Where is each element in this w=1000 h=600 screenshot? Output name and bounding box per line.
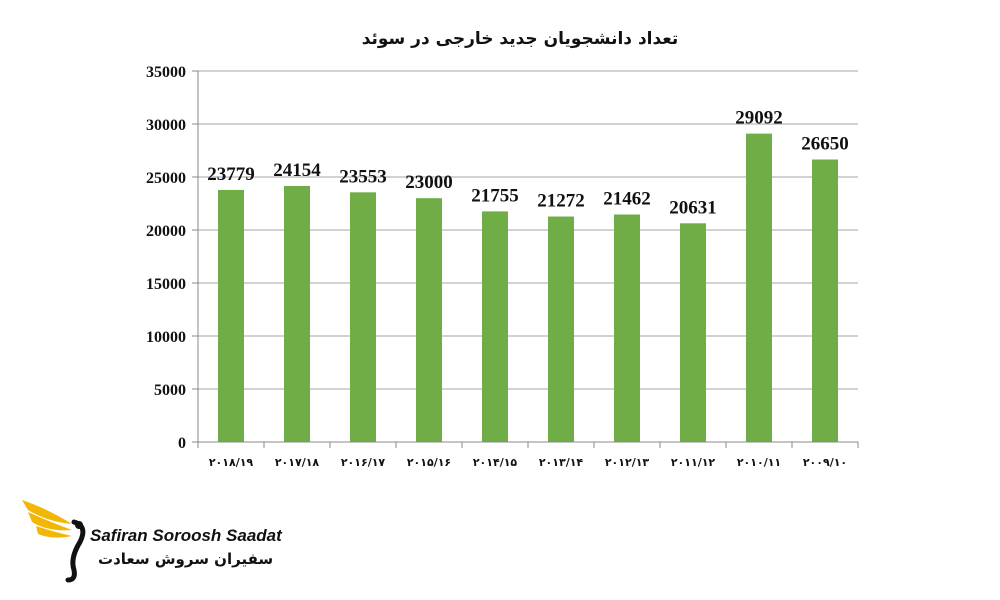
data-label: 29092 [735,108,783,129]
x-tick-label: ۲۰۱۱/۱۲ [671,456,716,469]
bar [284,185,310,443]
logo-name-fa: سفیران سروش سعادت [98,550,274,568]
data-label: 21462 [603,189,651,210]
bar [548,216,574,442]
data-label: 23779 [207,164,255,185]
data-label: 21755 [471,185,519,206]
bar [614,214,640,442]
chart-title: تعداد دانشجویان جدید خارجی در سوئد [362,29,679,49]
data-label: 20631 [669,197,717,218]
x-tick-label: ۲۰۱۲/۱۳ [605,456,650,469]
bar [350,192,376,442]
y-tick-label: 25000 [146,170,186,187]
data-label: 23000 [405,172,453,193]
data-label: 23553 [339,166,387,187]
data-labels: 23779 24154 23553 23000 21755 21272 21462 20631… [207,108,849,219]
data-label: 21272 [537,191,585,212]
bar [218,189,244,442]
x-tick-label: ۲۰۱۸/۱۹ [209,456,254,469]
bars [218,133,838,443]
x-tick-label: ۲۰۱۴/۱۵ [473,456,518,469]
x-tick-label: ۲۰۱۵/۱۶ [407,456,451,469]
x-tick-label: ۲۰۱۰/۱۱ [737,456,781,469]
y-tick-label: 0 [178,435,186,452]
bar [812,159,838,442]
x-tick-label: ۲۰۱۶/۱۷ [341,456,386,469]
x-tick-label: ۲۰۱۷/۱۸ [275,456,320,469]
bar [416,198,442,442]
y-tick-label: 10000 [146,329,186,346]
y-tick-label: 30000 [146,117,186,134]
data-label: 24154 [273,160,321,181]
y-tick-label: 5000 [154,382,186,399]
logo-name-en: Safiran Soroosh Saadat [90,526,282,545]
y-tick-label: 20000 [146,223,186,240]
y-tick-label: 35000 [146,64,186,81]
axes: 0 5000 10000 15000 20000 25000 30000 35000 ۲۰۱۸/… [146,64,859,469]
brand-logo: Safiran Soroosh Saadat سفیران سروش سعادت [18,492,298,587]
bar [680,223,706,442]
bar [482,211,508,442]
bird-logo-icon [22,500,86,583]
data-label: 26650 [801,134,849,155]
x-tick-label: ۲۰۰۹/۱۰ [803,456,847,469]
bar [746,133,772,442]
x-tick-label: ۲۰۱۳/۱۴ [539,456,584,469]
y-tick-label: 15000 [146,276,186,293]
